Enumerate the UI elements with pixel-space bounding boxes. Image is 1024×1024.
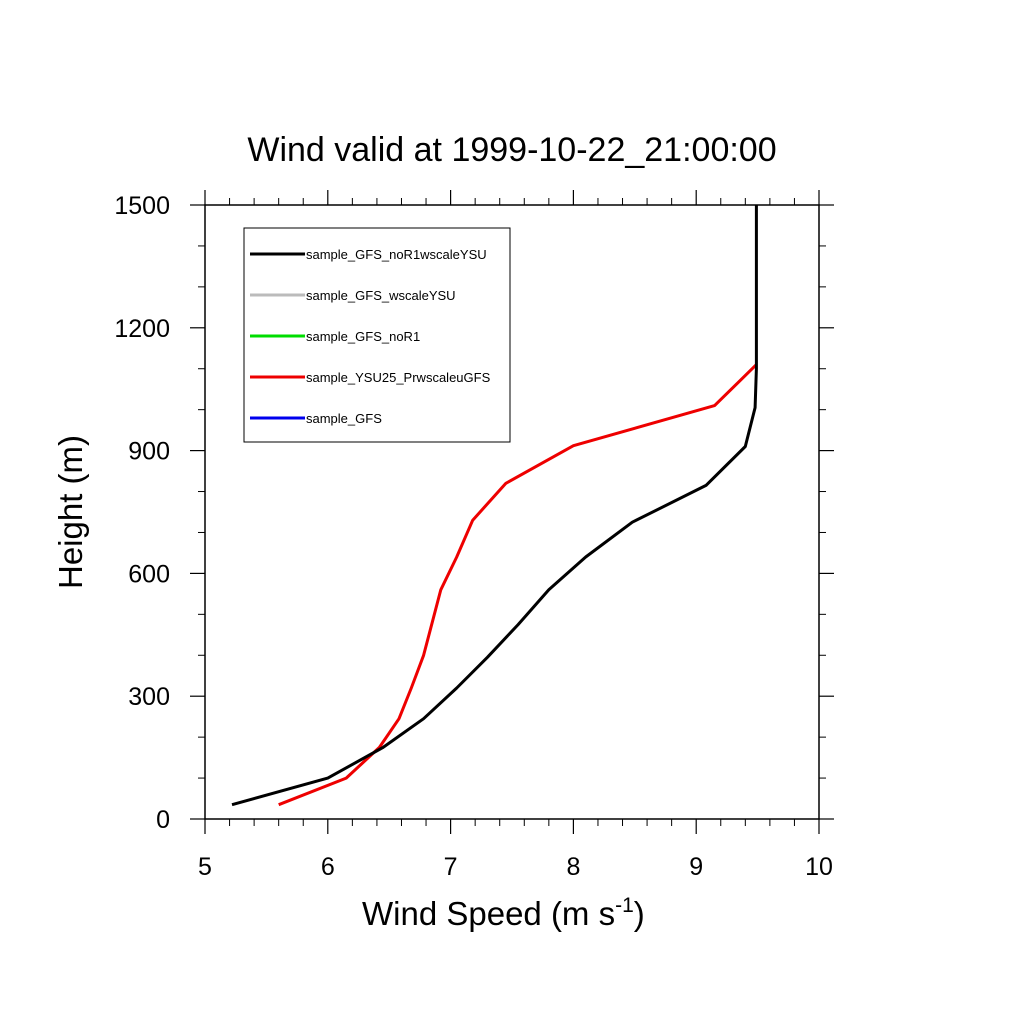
y-axis-label: Height (m) xyxy=(52,435,89,589)
y-tick-label: 1500 xyxy=(114,192,170,220)
x-tick-label: 6 xyxy=(321,853,335,881)
y-tick-label: 0 xyxy=(156,806,170,834)
legend-label: sample_GFS_noR1 xyxy=(306,329,420,344)
x-tick-label: 8 xyxy=(566,853,580,881)
axis-tick-labels: 5 6 7 8 9 10 0 300 600 900 1200 1500 xyxy=(114,192,833,881)
x-tick-label: 5 xyxy=(198,853,212,881)
y-tick-label: 600 xyxy=(128,560,170,588)
legend-label: sample_GFS_wscaleYSU xyxy=(306,288,456,303)
axis-ticks xyxy=(190,190,834,834)
legend-label: sample_GFS xyxy=(306,411,382,426)
y-tick-label: 1200 xyxy=(114,315,170,343)
x-tick-label: 7 xyxy=(444,853,458,881)
series-line-sample_GFS_noR1wscaleYSU xyxy=(231,205,758,807)
chart-title: Wind valid at 1999-10-22_21:00:00 xyxy=(247,131,776,169)
legend-label: sample_GFS_noR1wscaleYSU xyxy=(306,247,487,262)
data-lines xyxy=(231,205,758,807)
y-tick-label: 300 xyxy=(128,683,170,711)
x-axis-label-main: Wind Speed (m s xyxy=(362,895,615,932)
legend-label: sample_YSU25_PrwscaleuGFS xyxy=(306,370,491,385)
x-tick-label: 10 xyxy=(805,853,833,881)
x-axis-label-suffix: ) xyxy=(634,895,645,932)
plot-frame xyxy=(204,204,820,820)
series-line-sample_YSU25_PrwscaleuGFS xyxy=(278,363,758,807)
legend: sample_GFS_noR1wscaleYSU sample_GFS_wscal… xyxy=(243,227,511,443)
x-axis-label-superscript: -1 xyxy=(615,894,634,917)
x-tick-label: 9 xyxy=(689,853,703,881)
y-tick-label: 900 xyxy=(128,438,170,466)
x-axis-label: Wind Speed (m s-1) xyxy=(362,894,645,932)
